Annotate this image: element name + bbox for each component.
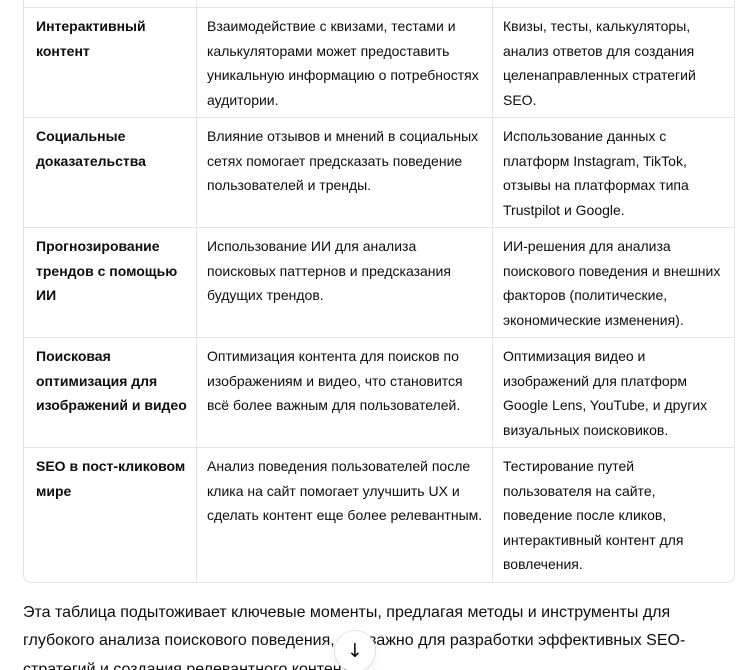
table-row: Прогнозирование трендов с помощью ИИ Исп… (23, 228, 735, 338)
table-cell-topic (23, 0, 197, 8)
table-row-cutoff (23, 0, 735, 8)
table-row: SEO в пост-кликовом мире Анализ поведени… (23, 448, 735, 583)
table-row: Поисковая оптимизация для изображений и … (23, 338, 735, 448)
table-cell-description: Использование ИИ для анализа поисковых п… (197, 228, 493, 338)
table-cell-description: Взаимодействие с квизами, тестами и каль… (197, 8, 493, 118)
table-cell-tools: Использование данных с платформ Instagra… (493, 118, 735, 228)
table-cell-topic: Социальные доказательства (23, 118, 197, 228)
table-cell-tools: Квизы, тесты, калькуляторы, анализ ответ… (493, 8, 735, 118)
table-cell-tools: Тестирование путей пользователя на сайте… (493, 448, 735, 583)
table-cell-tools (493, 0, 735, 8)
table-cell-topic: Поисковая оптимизация для изображений и … (23, 338, 197, 448)
table-cell-description (197, 0, 493, 8)
table-cell-topic: Прогнозирование трендов с помощью ИИ (23, 228, 197, 338)
table-cell-description: Анализ поведения пользователей после кли… (197, 448, 493, 583)
table-row: Интерактивный контент Взаимодействие с к… (23, 8, 735, 118)
chat-message-area: Интерактивный контент Взаимодействие с к… (23, 0, 736, 670)
table-cell-topic: Интерактивный контент (23, 8, 197, 118)
scroll-to-bottom-button[interactable]: ↓ (334, 630, 376, 670)
seo-methods-table: Интерактивный контент Взаимодействие с к… (23, 0, 735, 583)
table-cell-tools: Оптимизация видео и изображений для плат… (493, 338, 735, 448)
arrow-down-icon: ↓ (347, 639, 363, 662)
table-cell-description: Влияние отзывов и мнений в социальных се… (197, 118, 493, 228)
table-cell-topic: SEO в пост-кликовом мире (23, 448, 197, 583)
table-cell-tools: ИИ-решения для анализа поискового поведе… (493, 228, 735, 338)
table-cell-description: Оптимизация контента для поисков по изоб… (197, 338, 493, 448)
table-row: Социальные доказательства Влияние отзыво… (23, 118, 735, 228)
